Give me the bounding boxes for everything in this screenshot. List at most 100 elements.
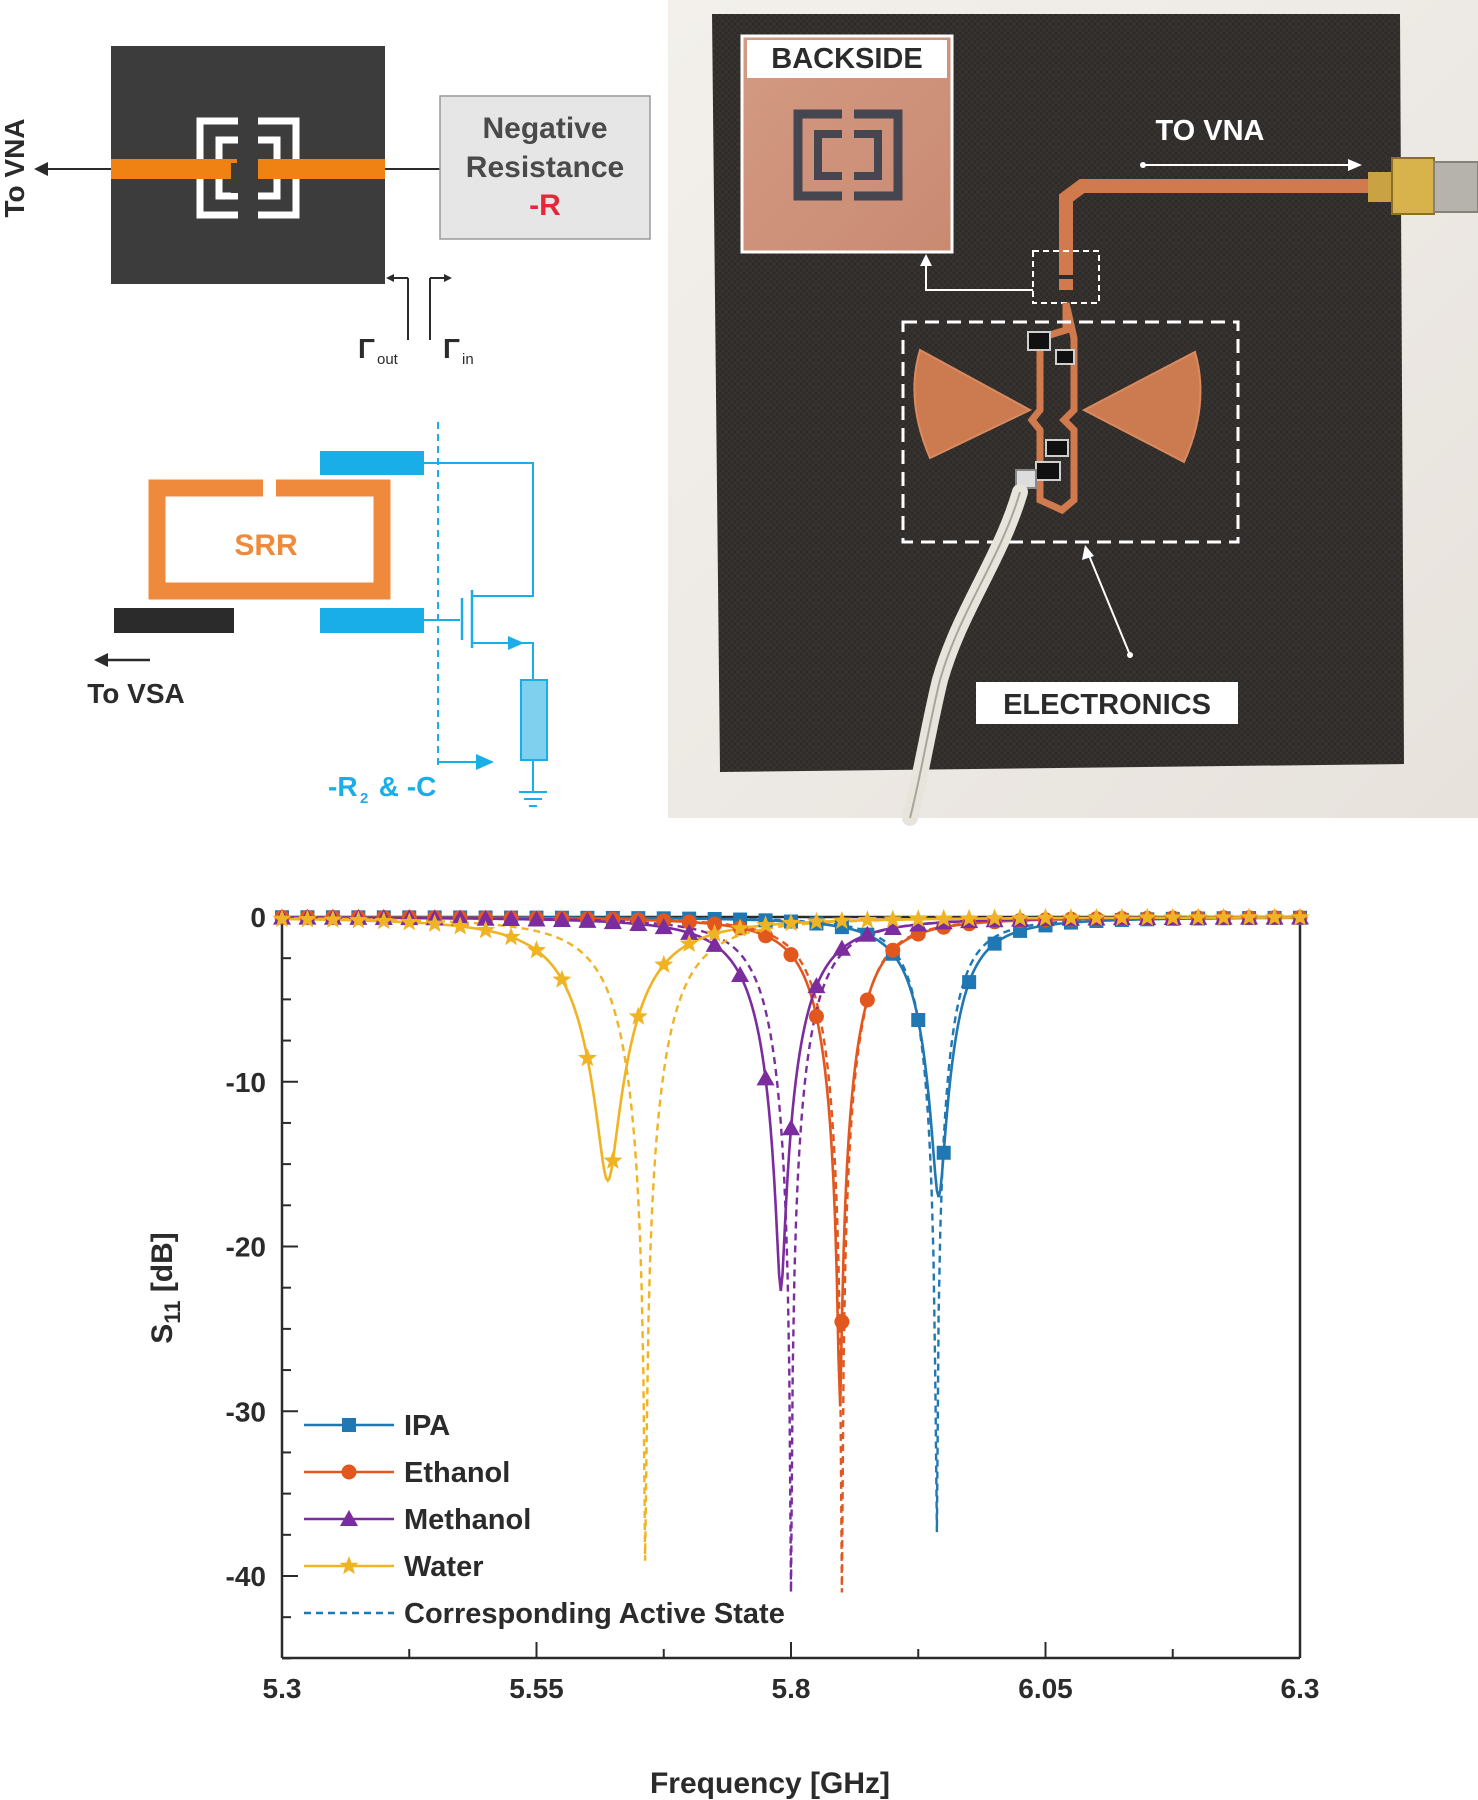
plot-series xyxy=(281,915,1300,1593)
marker-methanol xyxy=(476,909,495,926)
marker-water xyxy=(552,969,572,988)
source-wire xyxy=(472,595,534,680)
series-line-ethanol xyxy=(282,916,1300,1407)
gamma-in-arrowhead xyxy=(444,274,452,282)
marker-ipa xyxy=(936,1145,951,1160)
marker-water xyxy=(857,910,877,929)
marker-ipa xyxy=(987,936,1002,951)
to-vsa-label: To VSA xyxy=(87,678,184,709)
marker-methanol xyxy=(883,919,902,936)
copper-trace-top xyxy=(1059,179,1370,290)
legend-marker-water xyxy=(339,1556,359,1575)
marker-water xyxy=(399,912,419,931)
marker-water xyxy=(1137,907,1157,926)
legend-label-water: Water xyxy=(404,1551,484,1583)
y-tick-label: -40 xyxy=(226,1561,266,1592)
panel-c-photo: BACKSIDE TO VNA ELECTRONICS xyxy=(668,0,1478,826)
inset-srr-outer xyxy=(793,109,903,201)
legend-label-methanol: Methanol xyxy=(404,1504,531,1536)
marker-ipa xyxy=(911,1013,926,1028)
axis-tick-labels: 5.3 5.55 5.8 6.05 6.3 0 -10 -20 -30 -40 xyxy=(226,902,1320,1704)
marker-water xyxy=(985,908,1005,927)
inset-connector-line xyxy=(925,262,1033,291)
resistor xyxy=(520,679,548,761)
marker-water xyxy=(959,908,979,927)
negative-resistance-box xyxy=(439,95,651,240)
marker-ethanol xyxy=(758,928,774,944)
legend-marker-ipa xyxy=(342,1418,356,1432)
x-tick-label: 5.8 xyxy=(772,1673,811,1704)
photo-to-vna-label: TO VNA xyxy=(1155,115,1264,147)
marker-water xyxy=(476,920,496,939)
marker-methanol xyxy=(756,1069,775,1086)
marker-water xyxy=(832,910,852,929)
drain-wire xyxy=(424,462,534,597)
marker-water xyxy=(297,909,317,928)
x-tick-label: 6.05 xyxy=(1018,1673,1073,1704)
marker-water xyxy=(1112,907,1132,926)
to-vsa-arrowhead xyxy=(94,653,108,667)
marker-ethanol xyxy=(859,992,875,1008)
marker-methanol xyxy=(654,918,673,935)
chart-legend: IPA Ethanol Methanol Water Corresponding Act… xyxy=(304,1410,785,1630)
electronics-highlight-box xyxy=(901,320,1240,544)
neg-ref-arrowhead xyxy=(476,754,494,770)
neg-label-subscript: 2 xyxy=(360,790,368,807)
marker-water xyxy=(654,954,674,973)
backside-label-bg xyxy=(747,40,947,78)
neg-res-line2: Resistance xyxy=(466,151,624,184)
smd-component-3 xyxy=(1045,439,1069,457)
y-axis-label-symbol: S xyxy=(146,1324,179,1344)
marker-water xyxy=(501,927,521,946)
marker-methanol xyxy=(782,1119,800,1136)
marker-water xyxy=(323,909,343,928)
gamma-out-subscript: out xyxy=(377,351,399,368)
electronics-label-bg xyxy=(976,682,1238,724)
y-axis-label-unit: [dB] xyxy=(146,1232,179,1300)
marker-water xyxy=(374,911,394,930)
marker-water xyxy=(679,933,699,952)
marker-water xyxy=(1290,907,1310,926)
y-axis-label: S11 [dB] xyxy=(146,1232,185,1344)
marker-water xyxy=(628,1006,648,1025)
marker-water xyxy=(756,915,776,934)
marker-methanol xyxy=(629,914,648,931)
smd-component-4 xyxy=(1035,461,1061,481)
marker-water xyxy=(1086,907,1106,926)
marker-water xyxy=(450,916,470,935)
marker-methanol xyxy=(705,935,724,952)
bowtie-stub-left xyxy=(913,348,1033,460)
srr-label: SRR xyxy=(234,529,298,562)
arrow-to-vna-head xyxy=(34,162,48,176)
marker-water xyxy=(603,1150,623,1169)
photo-to-vna-arrowhead xyxy=(1348,159,1362,171)
marker-water xyxy=(1214,907,1234,926)
legend-label-ethanol: Ethanol xyxy=(404,1457,510,1489)
y-tick-label: -10 xyxy=(226,1067,266,1098)
gamma-in-subscript: in xyxy=(462,351,474,368)
marker-water xyxy=(1239,907,1259,926)
marker-methanol xyxy=(502,910,521,927)
marker-methanol xyxy=(527,910,546,927)
marker-methanol xyxy=(680,923,699,940)
gamma-out-arrowhead xyxy=(386,274,394,282)
smd-component-1 xyxy=(1027,331,1051,351)
marker-water xyxy=(806,911,826,930)
marker-ethanol xyxy=(783,947,799,963)
backside-label: BACKSIDE xyxy=(771,43,922,75)
coupling-pad-top xyxy=(320,451,424,475)
bowtie-stub-right xyxy=(1081,350,1202,464)
marker-water xyxy=(908,909,928,928)
marker-ethanol xyxy=(808,1008,824,1024)
coupling-pad-bottom xyxy=(320,608,424,633)
panel-a-schematic: To VNA Negative Resistance -R Γ out Γ in xyxy=(0,46,651,368)
marker-water xyxy=(348,910,368,929)
neg-label-part-b: & -C xyxy=(371,771,436,802)
x-axis-label: Frequency [GHz] xyxy=(650,1767,890,1800)
marker-water xyxy=(1163,907,1183,926)
marker-water xyxy=(1036,908,1055,927)
axis-ticks xyxy=(281,916,1301,1660)
to-vna-label: To VNA xyxy=(0,118,30,217)
sma-body xyxy=(1391,157,1435,215)
